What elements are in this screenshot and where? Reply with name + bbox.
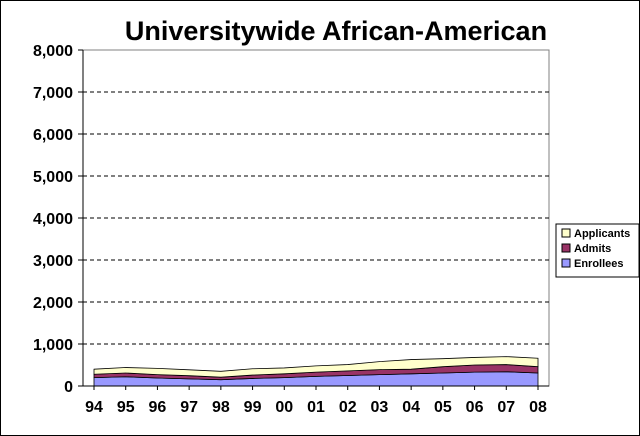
legend-label-admits: Admits (574, 243, 611, 255)
legend-label-applicants: Applicants (574, 228, 630, 240)
y-tick-label: 8,000 (33, 43, 73, 60)
x-tick-label: 07 (497, 399, 515, 416)
legend-swatch-applicants (561, 228, 571, 238)
x-tick-label: 99 (244, 399, 262, 416)
legend-swatch-enrollees (561, 258, 571, 268)
x-tick-label: 02 (339, 399, 357, 416)
y-tick-label: 4,000 (33, 211, 73, 228)
x-tick-label: 08 (529, 399, 547, 416)
x-tick-label: 94 (85, 399, 103, 416)
y-tick-label: 1,000 (33, 337, 73, 354)
area-applicants (93, 356, 539, 378)
y-tick-label: 7,000 (33, 85, 73, 102)
x-tick-label: 98 (212, 399, 230, 416)
legend: Applicants Admits Enrollees (555, 223, 639, 278)
x-tick-label: 05 (434, 399, 452, 416)
y-tick-label: 0 (64, 379, 73, 396)
x-tick-label: 96 (149, 399, 167, 416)
y-tick-label: 2,000 (33, 295, 73, 312)
x-axis: 94 95 96 97 98 99 00 01 02 03 04 05 06 07 08 (83, 385, 549, 416)
y-tick-label: 5,000 (33, 169, 73, 186)
x-tick-label: 04 (402, 399, 420, 416)
y-tick-label: 6,000 (33, 127, 73, 144)
x-tick-label: 01 (307, 399, 325, 416)
x-tick-label: 00 (275, 399, 293, 416)
legend-swatch-admits (561, 243, 571, 253)
x-tick-label: 95 (117, 399, 135, 416)
x-tick-label: 03 (371, 399, 389, 416)
x-tick-label: 06 (466, 399, 484, 416)
legend-label-enrollees: Enrollees (574, 258, 624, 270)
chart-title: Universitywide African-American (125, 16, 547, 46)
y-tick-label: 3,000 (33, 253, 73, 270)
grid-lines (83, 91, 549, 345)
y-axis: 0 1,000 2,000 3,000 4,000 5,000 6,000 7,000 8,00… (33, 43, 84, 396)
x-tick-label: 97 (180, 399, 198, 416)
